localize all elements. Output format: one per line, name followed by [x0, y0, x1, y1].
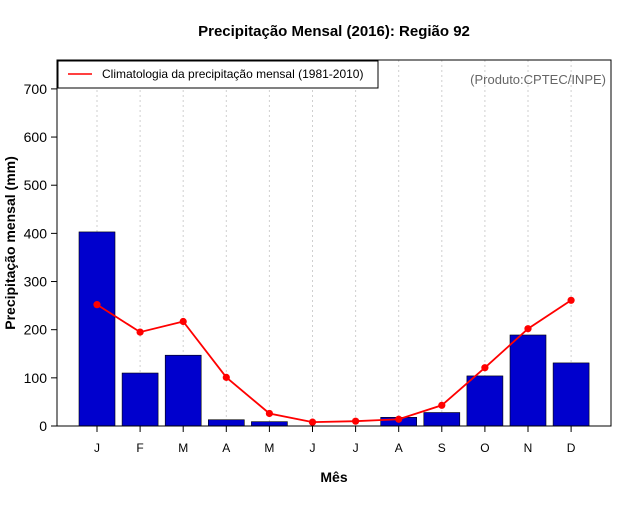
y-tick-label: 300 [24, 274, 48, 290]
y-axis-label: Precipitação mensal (mm) [2, 156, 18, 330]
x-tick-label: A [395, 441, 403, 455]
bar-5 [251, 421, 288, 427]
bar-4 [208, 419, 245, 427]
climatology-point-4 [222, 373, 230, 381]
x-tick-label: A [222, 441, 230, 455]
bar-2 [121, 372, 159, 427]
line-layer [93, 296, 575, 426]
y-tick-label: 100 [24, 370, 48, 386]
x-axis-label: Mês [320, 469, 347, 485]
legend-box [57, 60, 379, 89]
y-tick-label: 700 [24, 81, 48, 97]
y-tick-label: 600 [24, 129, 48, 145]
x-tick-label: D [567, 441, 576, 455]
legend-label-climatology: Climatologia da precipitação mensal (198… [102, 67, 363, 81]
plot-frame [56, 59, 612, 427]
climatology-point-11 [524, 325, 532, 333]
bar-10 [466, 375, 504, 427]
x-tick-label: J [353, 441, 359, 455]
climatology-point-12 [567, 296, 575, 304]
climatology-point-8 [395, 415, 403, 423]
chart-title: Precipitação Mensal (2016): Região 92 [198, 23, 470, 40]
climatology-point-9 [438, 401, 446, 409]
climatology-point-7 [352, 417, 360, 425]
bar-11 [509, 334, 547, 427]
climatology-point-1 [93, 301, 101, 309]
axis-layer: 0 100 200 300 400 500 600 700 J F M A M J J A S O N D [24, 81, 576, 455]
climatology-point-6 [308, 418, 317, 426]
x-tick-label: J [94, 441, 100, 455]
source-annotation: (Produto:CPTEC/INPE) [470, 72, 606, 87]
climatology-point-10 [481, 364, 489, 372]
x-tick-label: N [524, 441, 533, 455]
bar-9 [423, 412, 461, 427]
x-tick-label: M [264, 441, 274, 455]
x-tick-label: S [438, 441, 446, 455]
grid-layer [96, 60, 572, 426]
x-tick-label: O [480, 441, 489, 455]
y-tick-label: 500 [24, 177, 48, 193]
climatology-line [96, 299, 572, 424]
y-tick-label: 0 [39, 418, 47, 434]
climatology-point-3 [179, 317, 187, 326]
x-tick-label: M [178, 441, 188, 455]
x-tick-label: F [136, 441, 143, 455]
x-tick-label: J [310, 441, 316, 455]
y-tick-label: 200 [24, 322, 48, 338]
legend: Climatologia da precipitação mensal (198… [57, 60, 379, 89]
bar-3 [164, 354, 202, 427]
climatology-point-5 [265, 409, 273, 418]
bar-1 [78, 231, 116, 427]
climatology-point-2 [136, 328, 144, 336]
bar-12 [552, 362, 590, 427]
y-tick-label: 400 [24, 225, 48, 241]
